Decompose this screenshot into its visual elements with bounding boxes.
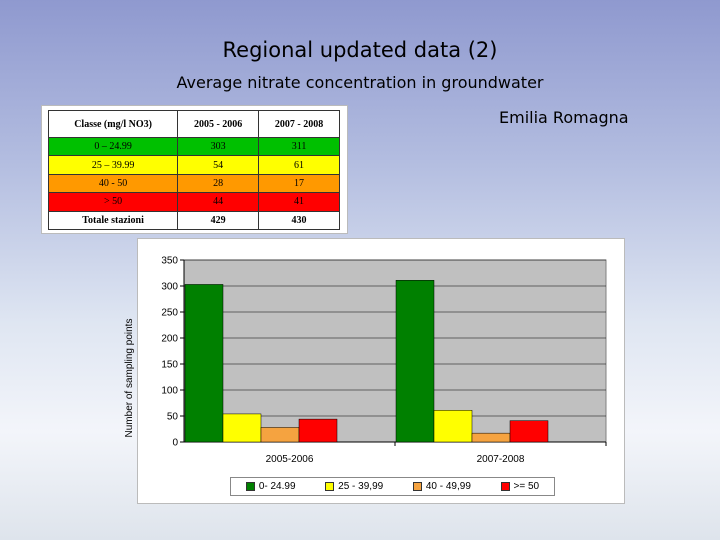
table-row: 40 - 50 28 17 <box>47 173 340 194</box>
plot-area <box>183 259 607 443</box>
y-tick-label: 0 <box>172 438 178 449</box>
y-tick-label: 250 <box>161 308 178 319</box>
x-tick-label: 2007-2008 <box>477 454 525 465</box>
y-tick-label: 50 <box>167 412 179 423</box>
bar <box>395 280 435 443</box>
legend-swatch <box>245 482 255 491</box>
table-total-row: Totale stazioni 429 430 <box>47 210 340 231</box>
y-tick-label: 150 <box>161 360 178 371</box>
table-header-class: Classe (mg/l NO3) <box>47 110 179 138</box>
y-tick-label: 350 <box>161 256 178 267</box>
legend-label: >= 50 <box>513 481 540 492</box>
legend-item: 0- 24.99 <box>245 481 296 492</box>
legend-item: >= 50 <box>500 481 540 492</box>
bar <box>433 410 473 443</box>
y-tick-label: 200 <box>161 334 178 345</box>
legend-label: 40 - 49,99 <box>425 481 471 492</box>
table-header-period-2: 2007 - 2008 <box>258 110 340 138</box>
legend-label: 0- 24.99 <box>258 481 296 492</box>
bar <box>260 427 300 443</box>
y-tick-label: 100 <box>161 386 178 397</box>
class-table-frame: Classe (mg/l NO3) 2005 - 2006 2007 - 200… <box>41 105 348 234</box>
bar <box>509 420 549 443</box>
bar <box>471 432 511 443</box>
table-header-class-label: Classe (mg/l NO3) <box>74 118 152 130</box>
y-tick-label: 300 <box>161 282 178 293</box>
legend-swatch <box>412 482 422 491</box>
slide-title: Regional updated data (2) <box>222 38 498 62</box>
table-total-label: Totale stazioni <box>47 210 179 231</box>
slide-subtitle: Average nitrate concentration in groundw… <box>176 73 544 92</box>
region-label: Emilia Romagna <box>499 108 629 127</box>
legend-label: 25 - 39,99 <box>338 481 384 492</box>
legend-swatch <box>500 482 510 491</box>
bar <box>184 284 224 443</box>
table-total-value: 430 <box>258 210 340 231</box>
table-header-row: Classe (mg/l NO3) 2005 - 2006 2007 - 200… <box>47 110 340 138</box>
table-row: 0 – 24.99 303 311 <box>47 136 340 157</box>
bar <box>298 418 338 443</box>
chart-legend: 0- 24.99 25 - 39,99 40 - 49,99 >= 50 <box>230 477 555 496</box>
legend-item: 25 - 39,99 <box>325 481 383 492</box>
legend-swatch <box>325 482 335 491</box>
bar <box>222 413 262 443</box>
table-row: 25 – 39.99 54 61 <box>47 155 340 175</box>
class-table: Classe (mg/l NO3) 2005 - 2006 2007 - 200… <box>47 110 340 231</box>
legend-item: 40 - 49,99 <box>412 481 471 492</box>
x-tick-label: 2005-2006 <box>266 454 314 465</box>
